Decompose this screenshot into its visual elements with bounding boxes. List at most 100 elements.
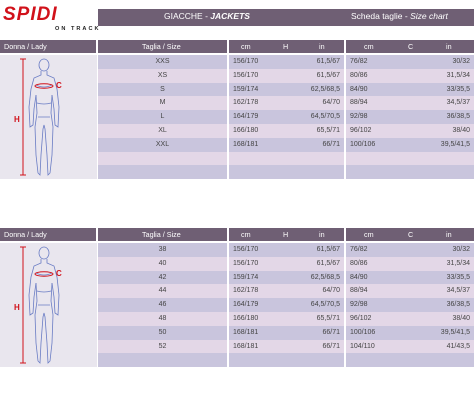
table-row [229, 165, 344, 180]
chest-column-header: cm C in [346, 228, 474, 241]
chest-in-cell: 36/38,5 [446, 113, 470, 121]
table-row: 44 [98, 284, 227, 299]
table-row: 96/102 38/40 [346, 124, 474, 138]
chest-cm-cell: 100/106 [350, 328, 376, 336]
chest-in-cell: 30/32 [452, 58, 470, 65]
table-row: 76/82 30/32 [346, 55, 474, 69]
table-row: XXS [98, 55, 227, 69]
size-cell: M [159, 99, 166, 107]
table-row: 46 [98, 298, 227, 312]
woman-silhouette-icon [20, 246, 60, 364]
height-in-cell: 64/70 [322, 99, 340, 107]
height-in-cell: 65,5/71 [316, 315, 340, 322]
size-cell: 48 [158, 315, 167, 322]
height-column-header: cm H in [229, 40, 344, 53]
chest-in-cell: 38/40 [452, 315, 470, 322]
table-row: XL [98, 124, 227, 138]
height-in-cell: 61,5/67 [316, 71, 340, 79]
table-row [229, 353, 344, 368]
chest-cm-cell: 88/94 [350, 99, 368, 107]
size-cell: 44 [158, 287, 167, 295]
chest-marker-label: C [56, 81, 62, 90]
chest-cm-cell: 96/102 [350, 127, 372, 134]
table-row: 92/98 36/38,5 [346, 298, 474, 312]
height-in-cell: 65,5/71 [316, 127, 340, 134]
table-row: 52 [98, 339, 227, 354]
table-row [98, 151, 227, 166]
table-row: XXL [98, 137, 227, 152]
height-in-cell: 64,5/70,5 [310, 301, 340, 309]
table-row: 168/181 66/71 [229, 137, 344, 152]
table-row: 40 [98, 256, 227, 271]
table-row: 84/90 33/35,5 [346, 82, 474, 97]
chest-letter: C [408, 42, 414, 51]
table-row: 88/94 34,5/37 [346, 96, 474, 111]
table-row: 104/110 41/43,5 [346, 339, 474, 354]
table-row: 84/90 33/35,5 [346, 270, 474, 285]
height-in-cell: 62,5/68,5 [310, 85, 340, 93]
height-in-cell: 61,5/67 [316, 246, 340, 253]
chest-in-cell: 41/43,5 [446, 342, 470, 350]
height-cm-cell: 162/178 [233, 99, 259, 107]
table-row [229, 151, 344, 166]
size-cell: XXS [155, 58, 170, 65]
size-cell: L [160, 113, 165, 121]
size-table-numbers: Donna / Lady Taglia / Size cm H in cm C i… [0, 228, 474, 408]
height-cm-cell: 164/179 [233, 301, 259, 309]
table-row [346, 165, 474, 180]
table-row: M [98, 96, 227, 111]
height-in-cell: 64/70 [322, 287, 340, 295]
table-row: 76/82 30/32 [346, 243, 474, 257]
table-row: 166/180 65,5/71 [229, 124, 344, 138]
table-row: 92/98 36/38,5 [346, 110, 474, 124]
table-row: XS [98, 68, 227, 83]
table-row [346, 353, 474, 368]
height-in-cell: 66/71 [322, 140, 340, 148]
brand-logo-subtitle: ON TRACK [55, 26, 101, 32]
height-cm-cell: 156/170 [233, 259, 259, 267]
table-row: 162/178 64/70 [229, 284, 344, 299]
table-row: 159/174 62,5/68,5 [229, 270, 344, 285]
chest-in-cell: 38/40 [452, 127, 470, 134]
category-title: GIACCHE - JACKETS [164, 11, 250, 21]
chest-in-cell: 34,5/37 [446, 287, 470, 295]
table-label: Donna / Lady [0, 40, 96, 53]
size-cell: XL [158, 127, 167, 134]
table-row: 48 [98, 312, 227, 326]
table-row: 166/180 65,5/71 [229, 312, 344, 326]
height-in-cell: 66/71 [322, 328, 340, 336]
height-in-cell: 61,5/67 [316, 259, 340, 267]
figure-panel: C H [0, 55, 97, 180]
table-row: 156/170 61,5/67 [229, 55, 344, 69]
table-row: 164/179 64,5/70,5 [229, 298, 344, 312]
chest-column-header: cm C in [346, 40, 474, 53]
table-row: 168/181 66/71 [229, 339, 344, 354]
table-row: 96/102 38/40 [346, 312, 474, 326]
table-row [98, 165, 227, 180]
chest-cm-cell: 92/98 [350, 113, 368, 121]
table-row: 168/181 66/71 [229, 325, 344, 340]
chest-cm-cell: 92/98 [350, 301, 368, 309]
size-cell: 42 [158, 273, 167, 281]
table-row [98, 353, 227, 368]
chart-title: Scheda taglie - Size chart [351, 11, 448, 21]
chest-in-cell: 36/38,5 [446, 301, 470, 309]
size-cell: XS [157, 71, 168, 79]
figure-panel: C H [0, 243, 97, 368]
height-cm-cell: 166/180 [233, 127, 259, 134]
height-in-cell: 64,5/70,5 [310, 113, 340, 121]
height-in-cell: 66/71 [322, 342, 340, 350]
height-marker-label: H [14, 115, 20, 124]
table-row: 80/86 31,5/34 [346, 68, 474, 83]
size-cell: 46 [158, 301, 167, 309]
table-row: 38 [98, 243, 227, 257]
size-cell: 40 [158, 259, 167, 267]
chest-in-cell: 33/35,5 [446, 273, 470, 281]
height-in-cell: 62,5/68,5 [310, 273, 340, 281]
table-row: 42 [98, 270, 227, 285]
chest-cm-cell: 88/94 [350, 287, 368, 295]
height-cm-cell: 164/179 [233, 113, 259, 121]
chest-cm-cell: 96/102 [350, 315, 372, 322]
chest-in-cell: 33/35,5 [446, 85, 470, 93]
table-row: 164/179 64,5/70,5 [229, 110, 344, 124]
